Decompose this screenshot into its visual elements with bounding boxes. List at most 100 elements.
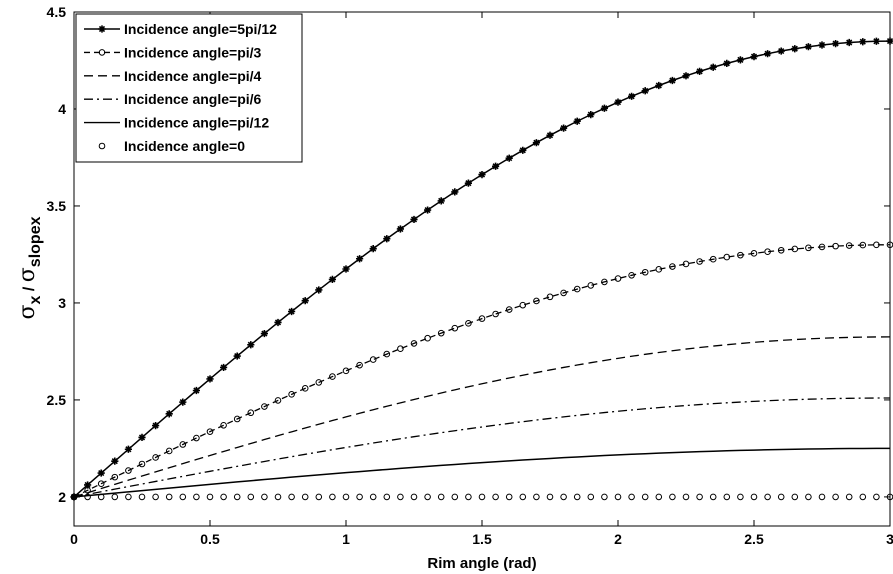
data-point	[260, 329, 268, 338]
data-point	[315, 493, 323, 501]
legend-entry: Incidence angle=5pi/12	[84, 21, 277, 37]
data-point	[519, 146, 527, 154]
data-point	[98, 142, 106, 150]
data-point	[342, 265, 350, 273]
data-point	[777, 246, 785, 254]
data-point	[873, 241, 880, 249]
data-point	[478, 493, 486, 501]
data-point	[97, 480, 105, 488]
data-point	[274, 397, 282, 404]
data-point	[560, 289, 567, 297]
data-point	[138, 493, 146, 501]
x-axis: 0 0.5 1 1.5 2 2.5 3	[70, 12, 893, 547]
data-point	[328, 275, 336, 284]
data-point	[737, 493, 744, 501]
data-point	[628, 493, 635, 501]
data-point	[424, 206, 432, 214]
data-point	[737, 251, 744, 259]
data-point	[791, 245, 799, 253]
data-point	[369, 245, 377, 253]
series-layer	[70, 37, 893, 501]
x-tick-label: 2	[614, 531, 622, 547]
data-point	[859, 38, 867, 46]
legend-label: Incidence angle=0	[124, 138, 245, 154]
x-tick-label: 0	[70, 531, 78, 547]
data-point	[179, 398, 187, 406]
data-point	[519, 301, 527, 309]
y-tick-label: 4.5	[47, 4, 67, 20]
data-point	[247, 409, 255, 417]
data-point	[791, 493, 799, 501]
data-point	[668, 76, 676, 85]
data-point	[587, 282, 595, 289]
data-point	[124, 445, 132, 453]
data-point	[111, 473, 119, 481]
data-point	[573, 493, 581, 501]
data-point	[356, 255, 364, 263]
data-point	[424, 493, 431, 501]
data-point	[533, 297, 540, 305]
data-point	[886, 37, 893, 45]
x-tick-label: 1.5	[472, 531, 492, 547]
y-axis-label: σx / σslopex	[15, 216, 44, 319]
data-point	[342, 493, 350, 501]
data-point	[696, 258, 703, 265]
legend-label: Incidence angle=pi/4	[124, 68, 262, 84]
data-point	[682, 72, 690, 80]
data-point	[546, 493, 554, 501]
data-point	[410, 215, 418, 224]
legend-entry: Incidence angle=pi/3	[84, 44, 262, 60]
data-point	[111, 493, 119, 501]
data-point	[601, 493, 608, 501]
data-point	[342, 367, 350, 375]
data-point	[805, 244, 812, 252]
data-point	[628, 92, 636, 100]
data-point	[138, 433, 146, 442]
y-label-sub-x: x	[27, 295, 44, 304]
x-tick-label: 2.5	[744, 531, 764, 547]
data-point	[261, 403, 268, 410]
data-point	[193, 434, 200, 442]
legend-box	[75, 13, 303, 163]
legend-label: Incidence angle=pi/3	[124, 44, 262, 60]
data-point	[655, 493, 663, 501]
data-point	[519, 493, 527, 501]
data-point	[655, 266, 663, 273]
data-point	[696, 67, 704, 75]
series-line	[73, 336, 891, 498]
data-point	[315, 379, 323, 386]
data-point	[451, 493, 459, 501]
data-point	[165, 447, 173, 455]
data-point	[696, 493, 703, 501]
data-point	[845, 493, 853, 501]
data-point	[152, 454, 159, 461]
data-point	[492, 310, 499, 318]
data-point	[832, 39, 840, 48]
legend-entry: Incidence angle=pi/4	[84, 68, 262, 84]
data-point	[396, 225, 404, 233]
data-point	[600, 104, 608, 112]
data-point	[369, 493, 377, 501]
y-tick-label: 2	[58, 489, 66, 505]
data-point	[777, 493, 785, 501]
data-point	[777, 47, 785, 55]
data-point	[845, 38, 853, 47]
data-point	[832, 493, 839, 501]
legend-entry: Incidence angle=pi/6	[84, 91, 262, 107]
data-point	[152, 493, 159, 501]
data-point	[669, 493, 676, 501]
data-point	[301, 297, 309, 305]
data-point	[288, 307, 296, 316]
series-incidence-angle-pi-12	[73, 447, 891, 498]
data-point	[723, 253, 731, 261]
data-point	[465, 320, 472, 327]
data-point	[315, 286, 323, 294]
data-point	[111, 457, 119, 465]
data-point	[859, 241, 867, 249]
data-point	[709, 63, 717, 71]
data-point	[873, 493, 880, 501]
data-point	[682, 260, 690, 268]
data-point	[383, 350, 391, 358]
x-tick-label: 0.5	[200, 531, 220, 547]
